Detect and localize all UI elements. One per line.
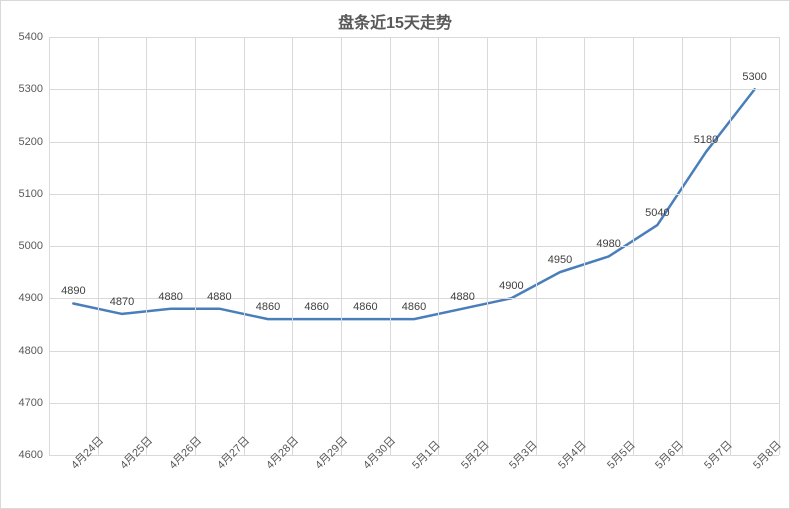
grid-line-vertical bbox=[98, 37, 99, 455]
grid-line-horizontal bbox=[49, 37, 779, 38]
grid-line-vertical bbox=[341, 37, 342, 455]
data-point-label: 4860 bbox=[256, 301, 280, 313]
chart-title: 盘条近15天走势 bbox=[1, 9, 789, 33]
plot-area: 4600470048004900500051005200530054004月24… bbox=[49, 37, 779, 455]
grid-line-vertical bbox=[633, 37, 634, 455]
grid-line-vertical bbox=[292, 37, 293, 455]
data-point-label: 4890 bbox=[61, 285, 85, 297]
grid-line-vertical bbox=[146, 37, 147, 455]
data-point-label: 4860 bbox=[304, 301, 328, 313]
grid-line-horizontal bbox=[49, 142, 779, 143]
grid-line-vertical bbox=[244, 37, 245, 455]
grid-line-vertical bbox=[730, 37, 731, 455]
grid-line-horizontal bbox=[49, 403, 779, 404]
grid-line-vertical bbox=[390, 37, 391, 455]
data-point-label: 5180 bbox=[694, 134, 718, 146]
grid-line-vertical bbox=[438, 37, 439, 455]
grid-line-vertical bbox=[779, 37, 780, 455]
chart-series-line bbox=[73, 89, 754, 319]
data-point-label: 5300 bbox=[742, 71, 766, 83]
y-axis-tick-label: 5100 bbox=[19, 188, 49, 200]
y-axis-tick-label: 4700 bbox=[19, 397, 49, 409]
data-point-label: 4900 bbox=[499, 280, 523, 292]
y-axis-tick-label: 5200 bbox=[19, 136, 49, 148]
grid-line-vertical bbox=[682, 37, 683, 455]
line-chart: 盘条近15天走势 4600470048004900500051005200530… bbox=[0, 0, 790, 509]
data-point-label: 4980 bbox=[596, 238, 620, 250]
y-axis-tick-label: 4900 bbox=[19, 292, 49, 304]
grid-line-horizontal bbox=[49, 89, 779, 90]
grid-line-horizontal bbox=[49, 194, 779, 195]
y-axis-tick-label: 4800 bbox=[19, 345, 49, 357]
grid-line-vertical bbox=[584, 37, 585, 455]
data-point-label: 4880 bbox=[158, 291, 182, 303]
y-axis-tick-label: 4600 bbox=[19, 449, 49, 461]
grid-line-vertical bbox=[49, 37, 50, 455]
grid-line-vertical bbox=[536, 37, 537, 455]
data-point-label: 4880 bbox=[207, 291, 231, 303]
grid-line-horizontal bbox=[49, 351, 779, 352]
data-point-label: 4950 bbox=[548, 254, 572, 266]
y-axis-tick-label: 5000 bbox=[19, 240, 49, 252]
data-point-label: 4860 bbox=[402, 301, 426, 313]
data-point-label: 4870 bbox=[110, 296, 134, 308]
grid-line-vertical bbox=[195, 37, 196, 455]
y-axis-tick-label: 5300 bbox=[19, 83, 49, 95]
grid-line-vertical bbox=[487, 37, 488, 455]
data-point-label: 5040 bbox=[645, 207, 669, 219]
data-point-label: 4880 bbox=[450, 291, 474, 303]
data-point-label: 4860 bbox=[353, 301, 377, 313]
grid-line-horizontal bbox=[49, 246, 779, 247]
y-axis-tick-label: 5400 bbox=[19, 31, 49, 43]
